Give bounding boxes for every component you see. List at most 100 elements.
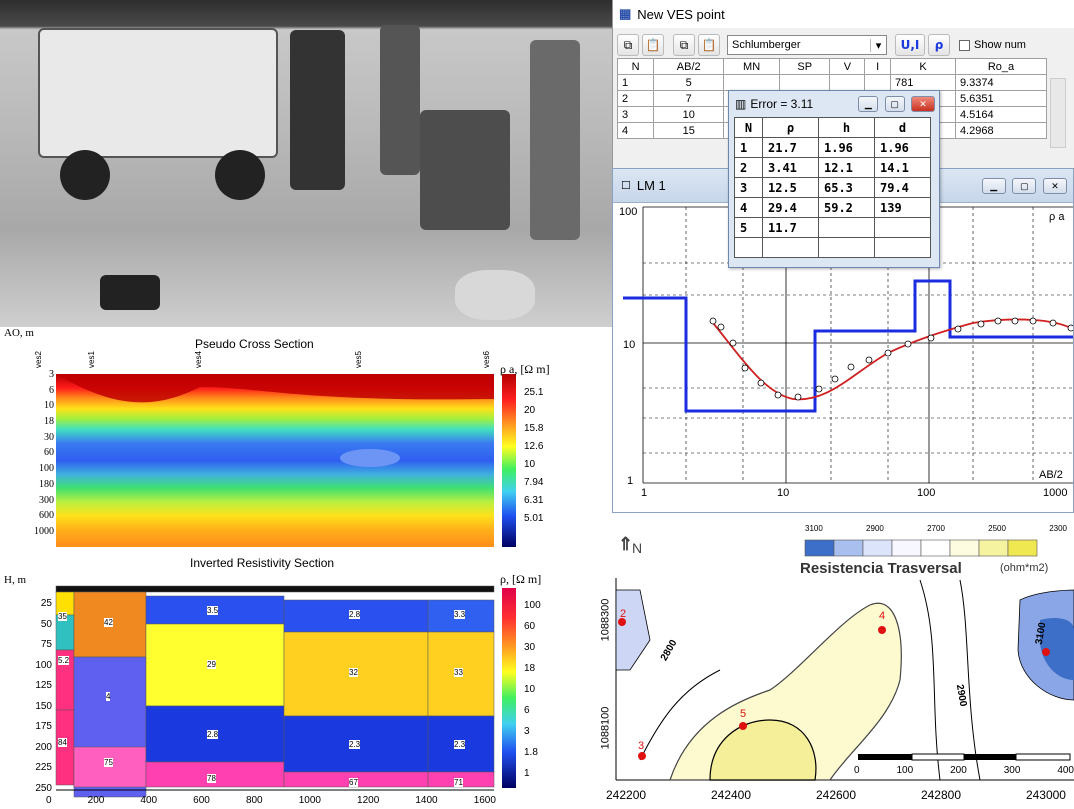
cell[interactable] <box>829 74 866 91</box>
column-header: SP <box>778 58 831 75</box>
error-title: Error = 3.11 <box>750 97 814 111</box>
table-row[interactable]: 2 3.41 12.1 14.1 <box>734 157 931 178</box>
table-row[interactable]: 1 5 781 9.3374 <box>616 74 1048 91</box>
cell[interactable]: 9.3374 <box>954 74 1048 91</box>
x-tick: 242800 <box>920 788 961 802</box>
close-button[interactable]: ✕ <box>911 96 935 112</box>
battery-shape <box>100 275 160 310</box>
minimize-button[interactable]: ▁ <box>981 178 1006 194</box>
pseudo-y-ticks: 3 6 10 18 30 60 100 180 300 600 1000 <box>30 369 54 542</box>
cell[interactable]: 3.41 <box>762 157 819 178</box>
station-label: ves2 <box>33 351 43 368</box>
copy-button[interactable]: ⧉ <box>617 34 639 56</box>
pseudo-legend-item: 7.94 <box>524 477 544 488</box>
cell[interactable]: 7 <box>653 90 725 107</box>
cell[interactable] <box>723 74 780 91</box>
scalebar-tick: 300 <box>1003 765 1021 776</box>
pseudo-legend-item: 12.6 <box>524 441 544 452</box>
station-label: ves5 <box>353 351 363 368</box>
cell[interactable] <box>778 74 831 91</box>
pseudo-legend-item: 20 <box>524 405 536 416</box>
cell[interactable]: 2 <box>616 90 655 107</box>
cell[interactable]: 5 <box>653 74 725 91</box>
rho-mode-button[interactable]: ρ <box>928 34 950 56</box>
person-shape <box>380 25 420 175</box>
cell[interactable]: 781 <box>890 74 956 91</box>
cell[interactable] <box>734 237 763 258</box>
cell[interactable]: 2 <box>734 157 763 178</box>
x-tick: 200 <box>87 795 105 806</box>
show-num-checkbox[interactable] <box>959 39 970 51</box>
layer-params-table: N ρ h d 1 21.7 1.96 1.96 2 3.41 12.1 14.1 3 12.… <box>734 117 931 258</box>
cell[interactable]: 59.2 <box>818 197 875 218</box>
cell[interactable]: 3 <box>616 106 655 123</box>
cell[interactable] <box>762 237 819 258</box>
scalebar-tick: 200 <box>950 765 967 776</box>
cell[interactable]: 1.96 <box>818 137 875 158</box>
cell[interactable]: 12.5 <box>762 177 819 198</box>
y-tick: 1 <box>627 475 634 487</box>
cell[interactable]: 79.4 <box>874 177 931 198</box>
table-row[interactable]: 3 12.5 65.3 79.4 <box>734 177 931 198</box>
cell[interactable]: 21.7 <box>762 137 819 158</box>
table-row[interactable] <box>734 237 931 258</box>
y-tick: 225 <box>35 762 52 773</box>
vertical-scrollbar[interactable] <box>1050 78 1066 148</box>
close-button[interactable]: ✕ <box>1043 178 1067 194</box>
inverted-resistivity-section: Inverted Resistivity Section H, m ρ, [Ω … <box>0 552 550 809</box>
y-tick: 50 <box>40 618 52 630</box>
cell[interactable]: 11.7 <box>762 217 819 238</box>
table-row[interactable]: 1 21.7 1.96 1.96 <box>734 137 931 158</box>
copy-all-button[interactable]: ⧉ <box>673 34 695 56</box>
cell[interactable]: 65.3 <box>818 177 875 198</box>
cell[interactable]: 1 <box>734 137 763 158</box>
table-row[interactable]: 5 11.7 <box>734 217 931 238</box>
cell[interactable] <box>818 217 875 238</box>
ves-titlebar: ▦ New VES point <box>613 0 1074 28</box>
cell[interactable]: 29.4 <box>762 197 819 218</box>
cell[interactable]: 3 <box>734 177 763 198</box>
cell[interactable]: 5 <box>734 217 763 238</box>
minimize-button[interactable]: ▁ <box>858 96 879 112</box>
cell[interactable]: 12.1 <box>818 157 875 178</box>
inverted-section-plot <box>55 585 516 798</box>
cell[interactable]: 10 <box>653 106 725 123</box>
truck-shape <box>38 28 278 158</box>
cell[interactable] <box>874 237 931 258</box>
inverted-legend-title: ρ, [Ω m] <box>500 572 542 586</box>
maximize-button[interactable]: ▢ <box>884 96 905 112</box>
table-row[interactable]: 4 29.4 59.2 139 <box>734 197 931 218</box>
scale-tick: 3100 <box>805 524 823 533</box>
cell[interactable]: 4.2968 <box>954 122 1048 139</box>
cell[interactable]: 14.1 <box>874 157 931 178</box>
cell[interactable]: 4 <box>616 122 655 139</box>
pseudo-legend-item: 25.1 <box>524 387 544 398</box>
lm1-y-label: ρ a <box>1049 211 1065 223</box>
ui-mode-button[interactable]: U,I <box>895 34 925 56</box>
map-unit: (ohm*m2) <box>1000 562 1049 574</box>
cell[interactable]: 4.5164 <box>954 106 1048 123</box>
person-shape <box>420 110 510 230</box>
cell[interactable] <box>874 217 931 238</box>
cell[interactable]: 1.96 <box>874 137 931 158</box>
cell[interactable]: 139 <box>874 197 931 218</box>
cell[interactable] <box>864 74 892 91</box>
x-tick: 1400 <box>415 795 438 806</box>
inverted-legend-item: 6 <box>524 705 530 716</box>
cell[interactable]: 15 <box>653 122 725 139</box>
cell[interactable]: 1 <box>616 74 655 91</box>
column-header: N <box>616 58 655 75</box>
array-type-select[interactable]: Schlumberger ▾ <box>727 35 887 55</box>
y-tick: 6 <box>49 384 54 396</box>
cell[interactable]: 4 <box>734 197 763 218</box>
inverted-legend-item: 30 <box>524 642 536 653</box>
maximize-button[interactable]: ▢ <box>1012 178 1037 194</box>
paste-button[interactable]: 📋 <box>642 34 664 56</box>
paste-all-button[interactable]: 📋 <box>698 34 720 56</box>
cell[interactable]: 5.6351 <box>954 90 1048 107</box>
lm1-title: LM 1 <box>636 178 666 193</box>
layer-label: 2.8 <box>349 610 361 619</box>
array-type-value: Schlumberger <box>732 39 801 51</box>
cell[interactable] <box>818 237 875 258</box>
x-tick: 1 <box>641 487 648 499</box>
